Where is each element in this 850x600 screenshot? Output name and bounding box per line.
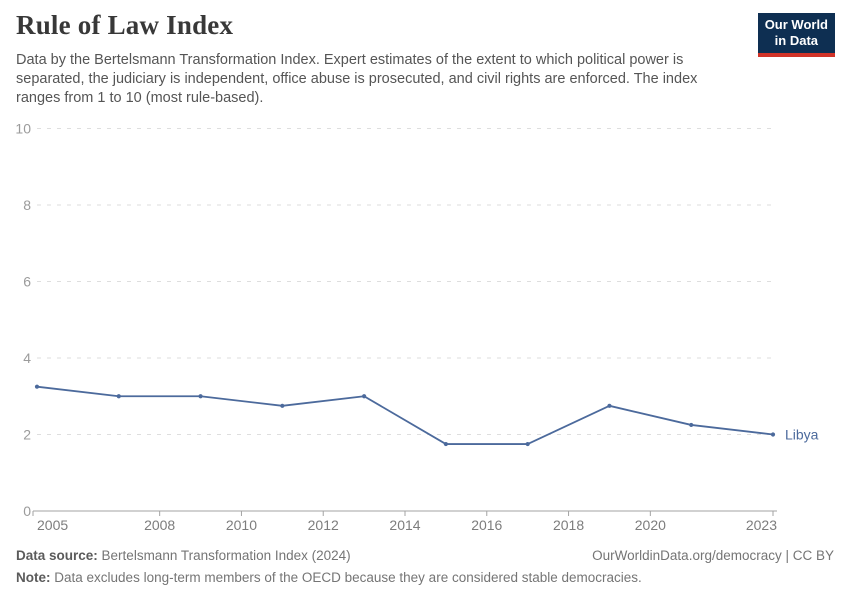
x-axis-tick-label: 2023 bbox=[746, 517, 777, 533]
note-text: Data excludes long-term members of the O… bbox=[54, 570, 642, 585]
x-axis-tick-label: 2010 bbox=[226, 517, 257, 533]
data-point bbox=[770, 432, 776, 437]
chart-note: Note: Data excludes long-term members of… bbox=[16, 569, 834, 586]
y-axis-tick-label: 4 bbox=[23, 350, 31, 366]
data-point bbox=[34, 384, 40, 389]
series-end-label: Libya bbox=[785, 427, 819, 443]
data-source-line: Data source: Bertelsmann Transformation … bbox=[16, 547, 351, 564]
note-label: Note: bbox=[16, 570, 51, 585]
data-point bbox=[116, 394, 121, 399]
data-point bbox=[443, 441, 448, 447]
y-axis-tick-label: 10 bbox=[15, 121, 31, 137]
x-axis-tick-label: 2018 bbox=[553, 517, 584, 533]
x-axis-tick-label: 2014 bbox=[389, 517, 420, 533]
y-axis-tick-label: 2 bbox=[23, 427, 31, 443]
chart-footer: Data source: Bertelsmann Transformation … bbox=[16, 547, 834, 586]
data-point bbox=[362, 394, 367, 399]
y-axis-tick-label: 0 bbox=[23, 503, 31, 519]
owid-logo-line1: Our World bbox=[764, 17, 828, 32]
data-point bbox=[280, 403, 285, 408]
data-point bbox=[525, 441, 530, 447]
data-point bbox=[689, 422, 694, 428]
y-axis-tick-label: 8 bbox=[23, 197, 31, 213]
data-point bbox=[198, 394, 203, 399]
x-axis-tick-label: 2016 bbox=[471, 517, 502, 533]
data-source-label: Data source: bbox=[16, 548, 98, 563]
x-axis-tick-label: 2005 bbox=[37, 517, 68, 533]
owid-credit-link[interactable]: OurWorldinData.org/democracy | CC BY bbox=[592, 548, 834, 563]
chart-title: Rule of Law Index bbox=[16, 10, 234, 40]
series-line-libya bbox=[36, 385, 774, 445]
owid-logo[interactable]: Our World in Data bbox=[757, 13, 835, 57]
owid-logo-line2: in Data bbox=[774, 33, 819, 48]
data-source-text: Bertelsmann Transformation Index (2024) bbox=[101, 548, 351, 563]
chart-subtitle: Data by the Bertelsmann Transformation I… bbox=[16, 52, 698, 106]
data-point bbox=[607, 403, 612, 408]
y-axis-tick-label: 6 bbox=[23, 274, 31, 290]
x-axis-tick-label: 2008 bbox=[144, 517, 175, 533]
x-axis-tick-label: 2012 bbox=[308, 517, 339, 533]
x-axis-tick-label: 2020 bbox=[635, 517, 666, 533]
